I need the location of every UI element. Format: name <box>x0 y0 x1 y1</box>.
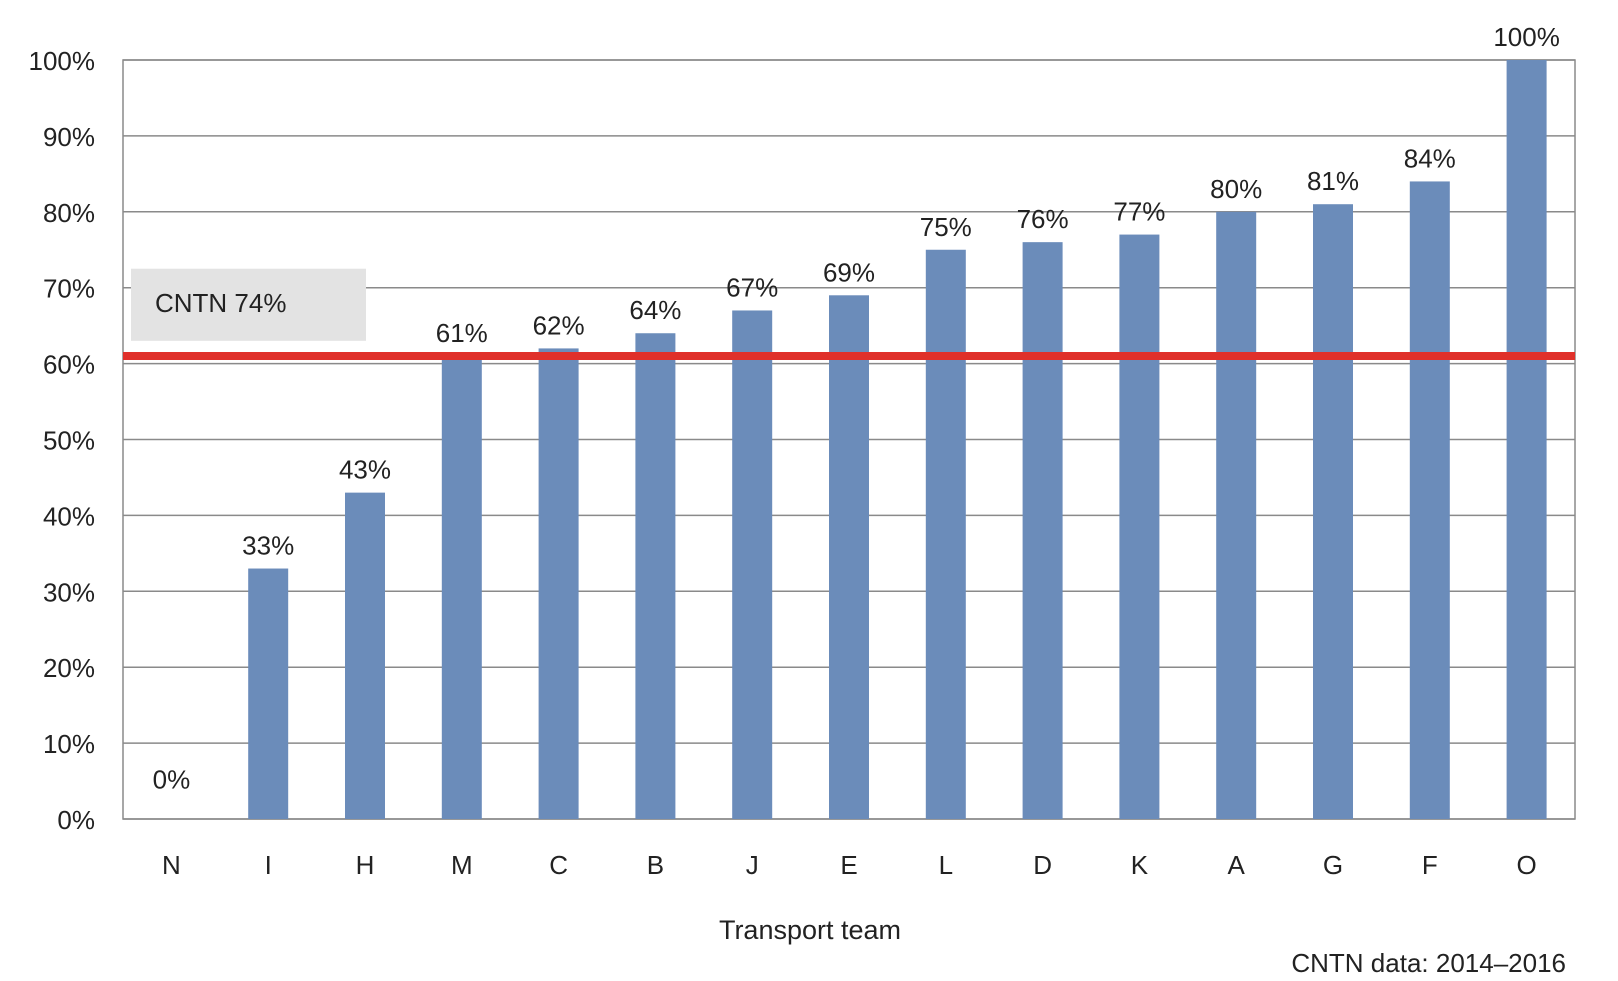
data-label: 69% <box>823 257 875 287</box>
y-tick-label: 100% <box>29 46 96 76</box>
x-tick-label: G <box>1323 850 1343 880</box>
x-tick-label: K <box>1131 850 1149 880</box>
bar <box>1119 234 1160 819</box>
x-tick-label: I <box>265 850 272 880</box>
x-tick-label: B <box>647 850 664 880</box>
reference-line-group: CNTN 74% <box>123 268 1575 361</box>
bar <box>1313 204 1353 819</box>
data-label: 77% <box>1113 197 1165 227</box>
y-tick-label: 90% <box>43 122 95 152</box>
x-tick-label: N <box>162 850 181 880</box>
x-tick-label: M <box>451 850 473 880</box>
footnote: CNTN data: 2014–2016 <box>1291 948 1566 978</box>
reference-label-box <box>131 268 366 341</box>
y-tick-label: 50% <box>43 426 95 456</box>
data-label: 67% <box>726 272 778 302</box>
y-tick-label: 30% <box>43 577 95 607</box>
data-labels: 0% 33% 43% 61% 62% 64% 67% 69% 75% 76% 77% 80% 81% 84… <box>153 22 1560 795</box>
data-label: 75% <box>920 212 972 242</box>
x-tick-label: F <box>1422 850 1438 880</box>
bar <box>248 568 289 819</box>
data-label: 84% <box>1404 143 1456 173</box>
bar <box>538 348 579 819</box>
data-label: 0% <box>153 765 191 795</box>
data-label: 62% <box>533 310 585 340</box>
reference-label: CNTN 74% <box>155 288 286 318</box>
y-tick-label: 80% <box>43 198 95 228</box>
bar <box>925 249 966 819</box>
bar <box>441 356 482 819</box>
bar <box>635 333 676 819</box>
bar <box>1409 181 1450 819</box>
y-tick-label: 40% <box>43 501 95 531</box>
x-tick-label: A <box>1228 850 1246 880</box>
bar <box>732 310 773 819</box>
x-tick-label: C <box>549 850 568 880</box>
y-tick-label: 60% <box>43 350 95 380</box>
data-label: 43% <box>339 455 391 485</box>
x-tick-label: D <box>1033 850 1052 880</box>
data-label: 76% <box>1017 204 1069 234</box>
x-tick-label: L <box>939 850 953 880</box>
x-tick-label: J <box>746 850 759 880</box>
bar <box>829 295 869 819</box>
bars <box>248 60 1547 820</box>
x-axis-title: Transport team <box>719 915 901 945</box>
data-label: 81% <box>1307 166 1359 196</box>
bar <box>1506 60 1547 819</box>
y-tick-label: 10% <box>43 729 95 759</box>
y-tick-label: 0% <box>57 805 95 835</box>
data-label: 64% <box>629 295 681 325</box>
data-label: 100% <box>1493 22 1560 52</box>
x-tick-label: H <box>356 850 375 880</box>
y-tick-label: 70% <box>43 274 95 304</box>
bar <box>1216 211 1257 820</box>
y-axis-ticks: 0% 10% 20% 30% 40% 50% 60% 70% 80% 90% 100% <box>29 46 96 835</box>
y-tick-label: 20% <box>43 653 95 683</box>
data-label: 33% <box>242 531 294 561</box>
data-label: 61% <box>436 318 488 348</box>
x-tick-label: O <box>1516 850 1536 880</box>
bar <box>1022 242 1063 819</box>
x-tick-label: E <box>840 850 857 880</box>
bar <box>345 492 385 819</box>
data-label: 80% <box>1210 174 1262 204</box>
